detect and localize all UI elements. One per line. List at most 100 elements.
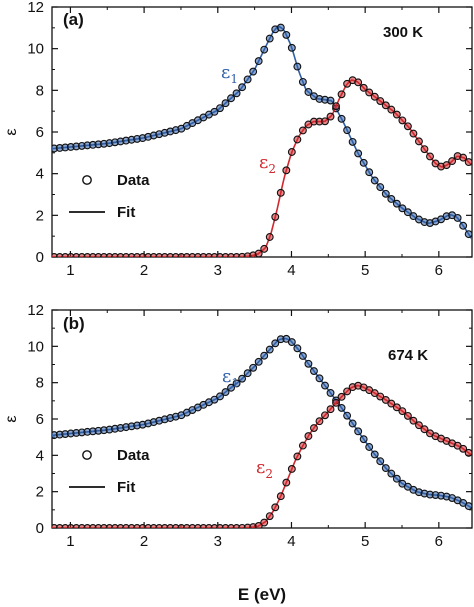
data-point-eps1: [365, 443, 374, 451]
data-point-eps1: [409, 212, 418, 221]
data-point-eps2: [254, 249, 263, 257]
data-point-eps1: [254, 357, 263, 366]
data-point-eps2: [442, 161, 451, 170]
legend-fit-label: Fit: [117, 204, 135, 221]
legend-data-label: Data: [117, 172, 150, 189]
data-point-eps2: [326, 112, 335, 121]
data-point-eps1: [227, 383, 236, 392]
data-point-eps2: [359, 83, 368, 92]
data-point-eps1: [376, 457, 385, 466]
data-point-eps1: [260, 351, 269, 360]
data-point-eps2: [376, 97, 385, 105]
data-point-eps1: [243, 369, 252, 378]
data-point-eps1: [464, 502, 472, 511]
data-point-eps1: [310, 367, 318, 375]
data-point-eps2: [415, 137, 423, 146]
y-tick-label: 6: [36, 124, 44, 141]
data-point-eps2: [448, 157, 457, 166]
data-point-eps2: [260, 244, 269, 253]
x-tick-label: 1: [66, 533, 74, 550]
plot-frame: [51, 6, 473, 258]
series-label-eps1: ε1: [222, 366, 239, 390]
data-point-eps1: [348, 419, 357, 428]
data-point-eps2: [287, 148, 296, 156]
data-point-eps1: [392, 474, 401, 483]
data-point-eps1: [265, 34, 274, 43]
data-point-eps1: [315, 374, 324, 383]
data-point-eps2: [254, 522, 263, 528]
legend-data-marker: [82, 450, 92, 460]
data-point-eps2: [321, 117, 329, 126]
data-point-eps1: [293, 344, 302, 353]
data-point-eps1: [254, 57, 263, 66]
data-point-eps1: [221, 99, 230, 108]
data-point-eps2: [298, 126, 307, 135]
data-point-eps1: [293, 62, 302, 71]
data-point-eps2: [276, 492, 285, 501]
data-point-eps2: [332, 102, 340, 111]
data-point-eps2: [332, 398, 340, 407]
legend-data-marker: [82, 175, 92, 185]
y-tick-label: 4: [36, 447, 44, 464]
data-point-eps2: [392, 403, 401, 412]
y-tick-label: 6: [36, 411, 44, 428]
data-point-eps1: [370, 176, 379, 185]
data-point-eps2: [409, 129, 418, 138]
x-tick-label: 5: [361, 533, 369, 550]
data-point-eps2: [337, 392, 346, 401]
data-point-eps1: [398, 204, 407, 213]
data-point-eps1: [249, 67, 258, 76]
data-point-eps1: [232, 379, 241, 388]
data-point-eps2: [287, 465, 296, 473]
x-tick-label: 5: [361, 262, 369, 279]
data-point-eps2: [304, 432, 313, 441]
data-point-eps1: [387, 469, 396, 478]
legend-fit-label: Fit: [117, 479, 135, 496]
data-point-eps1: [216, 392, 224, 401]
y-tick-label: 8: [36, 375, 44, 392]
data-point-eps1: [282, 30, 291, 39]
data-point-eps1: [287, 43, 296, 52]
data-point-eps2: [459, 153, 468, 162]
data-point-eps2: [293, 135, 302, 144]
data-point-eps2: [403, 411, 412, 420]
data-point-eps2: [420, 425, 429, 434]
data-point-eps1: [221, 388, 230, 397]
data-point-eps1: [276, 23, 285, 32]
series-label-eps2: ε2: [256, 457, 273, 481]
y-tick-label: 2: [36, 207, 44, 224]
x-tick-label: 1: [66, 262, 74, 279]
data-point-eps1: [453, 213, 462, 222]
data-point-eps1: [459, 221, 468, 230]
data-point-eps1: [321, 381, 329, 390]
data-point-eps1: [304, 88, 313, 96]
x-tick-label: 3: [214, 262, 222, 279]
data-point-eps1: [271, 339, 280, 348]
data-point-eps1: [343, 126, 352, 135]
data-point-eps1: [243, 75, 252, 84]
data-point-eps2: [354, 78, 363, 87]
data-point-eps2: [398, 116, 407, 125]
data-point-eps1: [365, 168, 374, 177]
data-point-eps2: [260, 518, 269, 527]
y-axis-title: ε: [3, 128, 20, 135]
data-point-eps1: [298, 77, 307, 86]
data-point-eps1: [464, 230, 472, 239]
x-tick-label: 6: [435, 533, 443, 550]
data-point-eps2: [298, 441, 307, 450]
data-point-eps2: [392, 110, 401, 119]
data-point-eps2: [271, 212, 280, 221]
data-point-eps2: [459, 444, 468, 453]
temperature-annotation: 674 K: [388, 347, 428, 364]
y-tick-label: 2: [36, 484, 44, 501]
temperature-annotation: 300 K: [383, 24, 423, 41]
y-axis-title: ε: [3, 415, 20, 422]
data-point-eps2: [420, 145, 429, 154]
data-point-eps2: [409, 416, 418, 425]
data-point-eps2: [376, 392, 385, 401]
data-point-eps1: [260, 45, 269, 54]
data-point-eps2: [282, 166, 291, 175]
data-point-eps2: [276, 188, 285, 197]
data-point-eps1: [232, 89, 241, 98]
